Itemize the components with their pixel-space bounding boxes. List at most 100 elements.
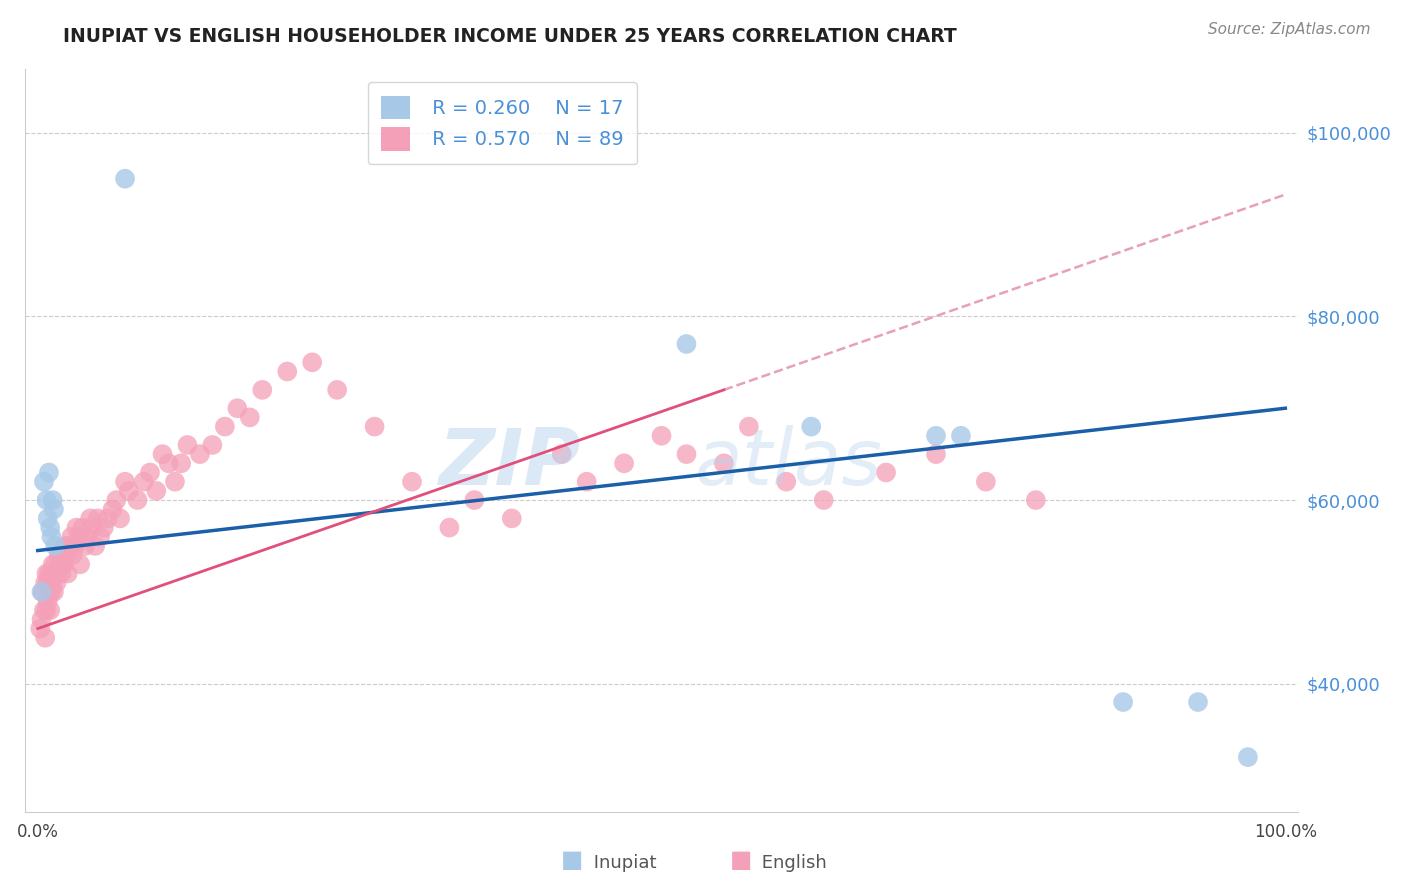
Point xyxy=(69,558,91,572)
Text: Source: ZipAtlas.com: Source: ZipAtlas.com xyxy=(1208,22,1371,37)
Point xyxy=(1025,493,1047,508)
Point xyxy=(35,566,58,581)
Point xyxy=(30,612,52,626)
Legend:  R = 0.260    N = 17,  R = 0.570    N = 89: R = 0.260 N = 17, R = 0.570 N = 89 xyxy=(368,82,637,164)
Point xyxy=(326,383,349,397)
Point xyxy=(38,466,60,480)
Point xyxy=(105,493,128,508)
Point xyxy=(53,539,76,553)
Point xyxy=(89,530,111,544)
Point xyxy=(252,383,274,397)
Point xyxy=(738,419,761,434)
Point xyxy=(44,558,66,572)
Point xyxy=(41,585,63,599)
Point xyxy=(76,530,98,544)
Point xyxy=(145,483,167,498)
Text: ■: ■ xyxy=(561,848,583,872)
Point xyxy=(800,419,823,434)
Point xyxy=(35,493,58,508)
Point xyxy=(974,475,997,489)
Point xyxy=(775,475,797,489)
Point xyxy=(176,438,198,452)
Point xyxy=(276,364,298,378)
Point xyxy=(501,511,523,525)
Point xyxy=(79,511,101,525)
Point xyxy=(34,575,56,590)
Point xyxy=(75,539,97,553)
Point xyxy=(31,585,53,599)
Point xyxy=(32,603,55,617)
Point xyxy=(86,511,108,525)
Point xyxy=(201,438,224,452)
Point xyxy=(613,456,636,470)
Point xyxy=(37,511,59,525)
Point xyxy=(114,171,136,186)
Point xyxy=(35,603,58,617)
Text: ■: ■ xyxy=(730,848,752,872)
Point xyxy=(118,483,141,498)
Point xyxy=(675,447,697,461)
Point xyxy=(58,539,80,553)
Point xyxy=(46,566,69,581)
Point xyxy=(42,502,65,516)
Point xyxy=(551,447,574,461)
Point xyxy=(188,447,211,461)
Point xyxy=(52,558,75,572)
Point xyxy=(39,520,62,534)
Point xyxy=(214,419,236,434)
Text: ZIP: ZIP xyxy=(437,425,579,500)
Point xyxy=(84,539,107,553)
Point xyxy=(127,493,149,508)
Point xyxy=(72,520,94,534)
Point xyxy=(401,475,423,489)
Point xyxy=(157,456,180,470)
Point xyxy=(363,419,385,434)
Point xyxy=(813,493,835,508)
Point xyxy=(1237,750,1260,764)
Text: English: English xyxy=(756,855,827,872)
Point xyxy=(39,575,62,590)
Text: Inupiat: Inupiat xyxy=(588,855,657,872)
Point xyxy=(37,575,59,590)
Point xyxy=(463,493,485,508)
Point xyxy=(651,429,673,443)
Point xyxy=(62,548,84,562)
Point xyxy=(1112,695,1135,709)
Point xyxy=(575,475,598,489)
Point xyxy=(63,539,86,553)
Point xyxy=(875,466,897,480)
Point xyxy=(56,566,79,581)
Point xyxy=(41,566,63,581)
Point xyxy=(38,585,60,599)
Point xyxy=(101,502,124,516)
Point xyxy=(39,603,62,617)
Point xyxy=(51,566,73,581)
Point xyxy=(44,539,66,553)
Point xyxy=(925,429,948,443)
Point xyxy=(97,511,120,525)
Point xyxy=(34,631,56,645)
Point xyxy=(30,585,52,599)
Point xyxy=(226,401,249,416)
Point xyxy=(45,575,67,590)
Point xyxy=(65,520,87,534)
Point xyxy=(52,548,75,562)
Point xyxy=(38,566,60,581)
Point xyxy=(41,530,63,544)
Point xyxy=(132,475,155,489)
Point xyxy=(60,530,83,544)
Point xyxy=(152,447,174,461)
Point xyxy=(42,566,65,581)
Text: INUPIAT VS ENGLISH HOUSEHOLDER INCOME UNDER 25 YEARS CORRELATION CHART: INUPIAT VS ENGLISH HOUSEHOLDER INCOME UN… xyxy=(63,27,957,45)
Point xyxy=(170,456,193,470)
Point xyxy=(37,594,59,608)
Point xyxy=(713,456,735,470)
Point xyxy=(30,622,52,636)
Point xyxy=(49,558,72,572)
Point xyxy=(925,447,948,461)
Point xyxy=(93,520,115,534)
Point xyxy=(949,429,972,443)
Point xyxy=(82,520,104,534)
Text: atlas: atlas xyxy=(695,425,883,500)
Point xyxy=(32,475,55,489)
